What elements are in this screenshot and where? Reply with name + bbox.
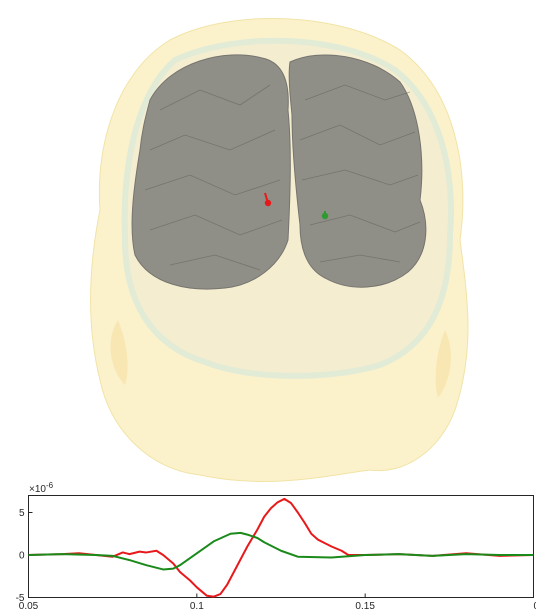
series-line-1 [28, 497, 534, 598]
y-tick-label: -5 [16, 593, 25, 604]
brain-right-hemisphere [288, 54, 427, 288]
y-scale-power: -6 [46, 481, 54, 490]
ear-right [435, 330, 451, 398]
x-tick-label: 0.05 [19, 601, 39, 612]
ear-left [110, 320, 128, 385]
brain-left-hemisphere [131, 54, 291, 290]
head-render [90, 18, 469, 482]
series-layer [28, 497, 534, 598]
x-tick-label: 0.1 [190, 601, 204, 612]
x-axis: 0.05 0.1 0.15 0.2 [19, 593, 536, 612]
y-tick-label: 0 [19, 551, 25, 562]
plot-box [28, 495, 534, 598]
series-line-2 [28, 531, 534, 571]
dipole-red-marker [264, 192, 272, 207]
timecourse-plot: 0.05 0.1 0.15 0.2 5 0 -5 ×10-6 [16, 481, 536, 612]
x-tick-label: 0.15 [355, 601, 375, 612]
y-scale-exponent: ×10-6 [29, 481, 54, 495]
y-tick-label: 5 [19, 508, 25, 519]
x-tick-label: 0.2 [534, 601, 536, 612]
dipole-green-marker [321, 211, 329, 220]
y-scale-base: ×10 [29, 484, 46, 495]
cortex-folds [144, 84, 421, 271]
